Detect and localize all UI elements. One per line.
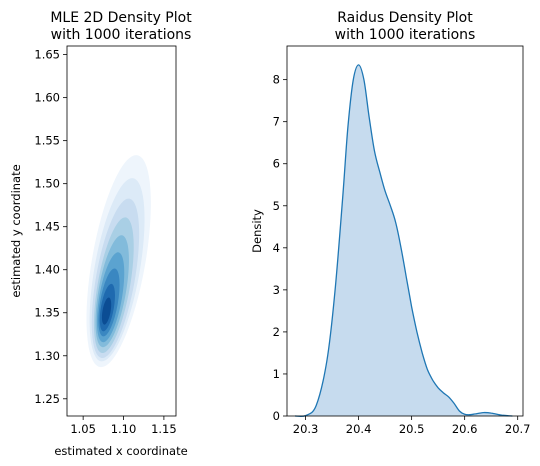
kde2d-y-axis-label: estimated y coordinate [9,164,23,297]
kde2d-x-tick-label: 1.05 [70,422,96,436]
radius-x-tick-label: 20.6 [452,422,478,436]
kde2d-axes-frame [66,45,177,417]
radius-y-tick-label: 1 [273,367,280,381]
radius-x-tick-label: 20.5 [399,422,425,436]
kde2d-x-tick-label: 1.10 [111,422,137,436]
kde2d-x-axis: 1.05 1.10 1.15 [70,416,177,436]
density-area-fill [295,64,513,417]
kde2d-y-tick-label: 1.35 [34,306,60,320]
kde2d-contours [86,155,151,368]
kde2d-panel: MLE 2D Density Plot with 1000 iterations… [9,10,192,458]
kde2d-y-axis: 1.25 1.30 1.35 1.40 1.45 1.50 1.55 1.60 1.65 [34,48,67,406]
radius-y-tick-label: 8 [273,73,280,87]
radius-y-tick-label: 0 [273,409,280,423]
kde2d-y-tick-label: 1.65 [34,48,60,62]
radius-x-tick-label: 20.7 [505,422,531,436]
density-curve [294,64,513,418]
kde2d-x-tick-label: 1.15 [151,422,177,436]
radius-x-tick-label: 20.4 [346,422,372,436]
radius-title-line-2: with 1000 iterations [335,27,476,43]
kde2d-y-tick-label: 1.60 [34,91,60,105]
radius-y-tick-label: 3 [273,283,280,297]
kde2d-y-tick-label: 1.40 [34,263,60,277]
kde2d-y-tick-label: 1.55 [34,134,60,148]
radius-y-tick-label: 5 [273,199,280,213]
kde2d-title-line-1: MLE 2D Density Plot [50,10,192,26]
radius-axes-frame [286,45,524,417]
radius-y-tick-label: 7 [273,115,280,129]
radius-y-axis: 0 1 2 3 4 5 6 7 8 [273,73,287,423]
kde2d-y-tick-label: 1.25 [34,392,60,406]
kde2d-y-tick-label: 1.50 [34,177,60,191]
radius-density-panel: Raidus Density Plot with 1000 iterations… [250,10,531,436]
radius-y-tick-label: 6 [273,157,280,171]
kde2d-title-line-2: with 1000 iterations [51,27,192,43]
radius-y-tick-label: 4 [273,241,280,255]
radius-x-axis: 20.3 20.4 20.5 20.6 20.7 [293,416,531,436]
kde2d-y-tick-label: 1.45 [34,220,60,234]
kde2d-y-tick-label: 1.30 [34,349,60,363]
radius-y-axis-label: Density [250,209,264,253]
kde2d-x-axis-label: estimated x coordinate [54,444,187,458]
radius-y-tick-label: 2 [273,325,280,339]
radius-title-line-1: Raidus Density Plot [337,10,473,26]
radius-x-tick-label: 20.3 [293,422,319,436]
kde2d-contour-level-9 [101,297,112,325]
